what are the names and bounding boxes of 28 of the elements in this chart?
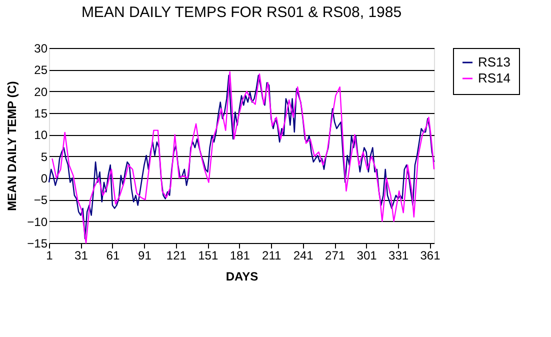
y-tick-label: 15: [34, 106, 48, 120]
x-tick-label: 61: [106, 248, 120, 262]
x-tick-label: 1: [46, 248, 54, 262]
x-tick-label: 121: [166, 248, 187, 262]
y-tick-label: 10: [34, 128, 48, 142]
y-axis-title: MEAN DAILY TEMP (C): [5, 81, 20, 211]
y-tick-label: 0: [40, 172, 48, 186]
y-tick-label: −10: [27, 214, 48, 229]
y-tick-label: −15: [27, 236, 48, 250]
y-tick-label: 20: [34, 84, 48, 99]
x-tick-label: 241: [293, 248, 314, 262]
y-tick-label: −5: [34, 193, 48, 208]
x-tick-label: 211: [262, 248, 282, 262]
x-tick-label: 91: [138, 248, 152, 262]
y-tick-label: 30: [34, 42, 48, 56]
y-tick-label: 5: [40, 150, 48, 164]
x-tick-label: 271: [325, 248, 346, 262]
chart-title: MEAN DAILY TEMPS FOR RS01 & RS08, 1985: [81, 4, 402, 21]
legend-label: RS14: [478, 70, 511, 86]
legend-label: RS13: [478, 54, 511, 70]
x-tick-label: 361: [420, 248, 441, 262]
x-tick-label: 31: [74, 248, 88, 262]
y-tick-label: 25: [34, 63, 48, 78]
x-axis-title: DAYS: [226, 270, 258, 284]
x-tick-label: 301: [356, 248, 378, 262]
x-tick-label: 331: [388, 248, 409, 262]
x-tick-label: 181: [230, 248, 250, 262]
x-tick-label: 151: [198, 248, 218, 262]
